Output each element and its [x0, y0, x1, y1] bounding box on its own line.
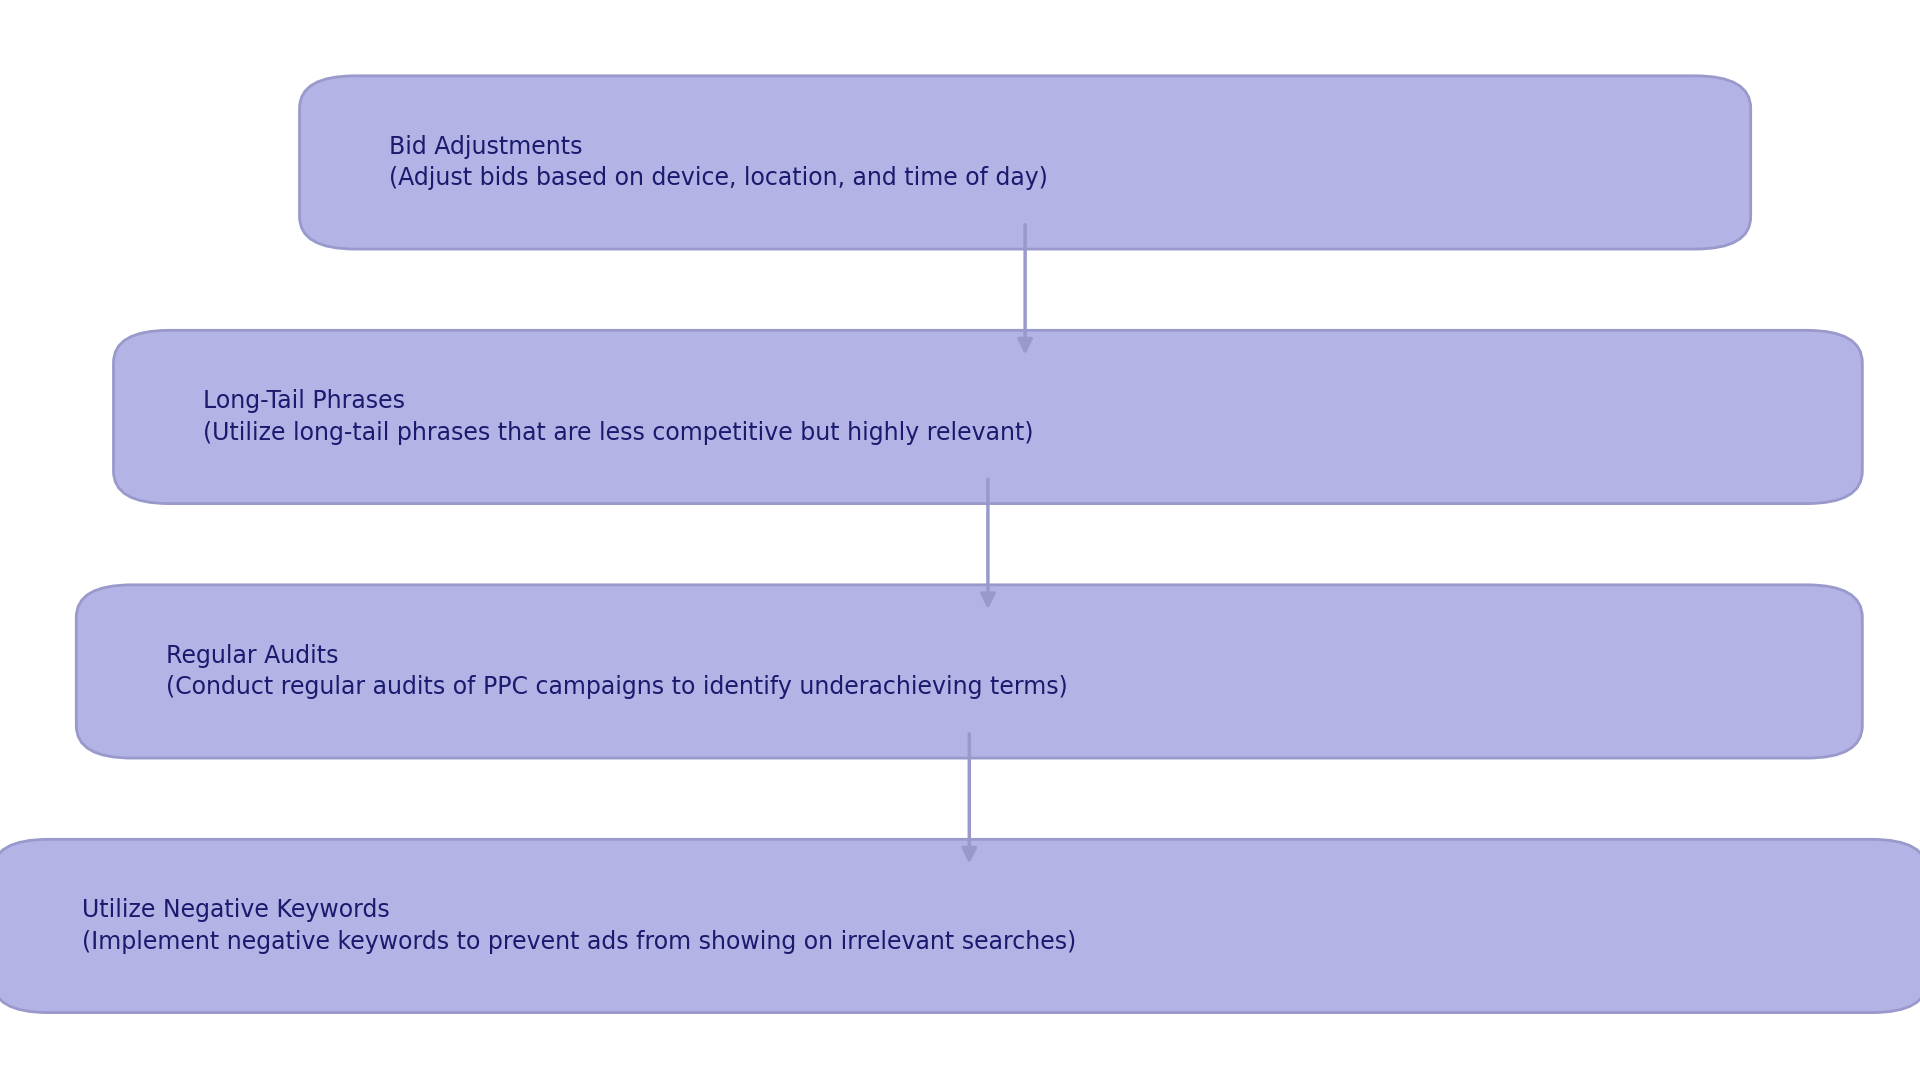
FancyBboxPatch shape — [300, 76, 1751, 249]
FancyBboxPatch shape — [113, 330, 1862, 504]
Text: Bid Adjustments
(Adjust bids based on device, location, and time of day): Bid Adjustments (Adjust bids based on de… — [390, 134, 1048, 191]
FancyBboxPatch shape — [77, 585, 1862, 758]
FancyBboxPatch shape — [0, 839, 1920, 1013]
Text: Regular Audits
(Conduct regular audits of PPC campaigns to identify underachievi: Regular Audits (Conduct regular audits o… — [165, 643, 1068, 700]
Text: Utilize Negative Keywords
(Implement negative keywords to prevent ads from showi: Utilize Negative Keywords (Implement neg… — [83, 898, 1075, 954]
Text: Long-Tail Phrases
(Utilize long-tail phrases that are less competitive but highl: Long-Tail Phrases (Utilize long-tail phr… — [204, 389, 1033, 445]
